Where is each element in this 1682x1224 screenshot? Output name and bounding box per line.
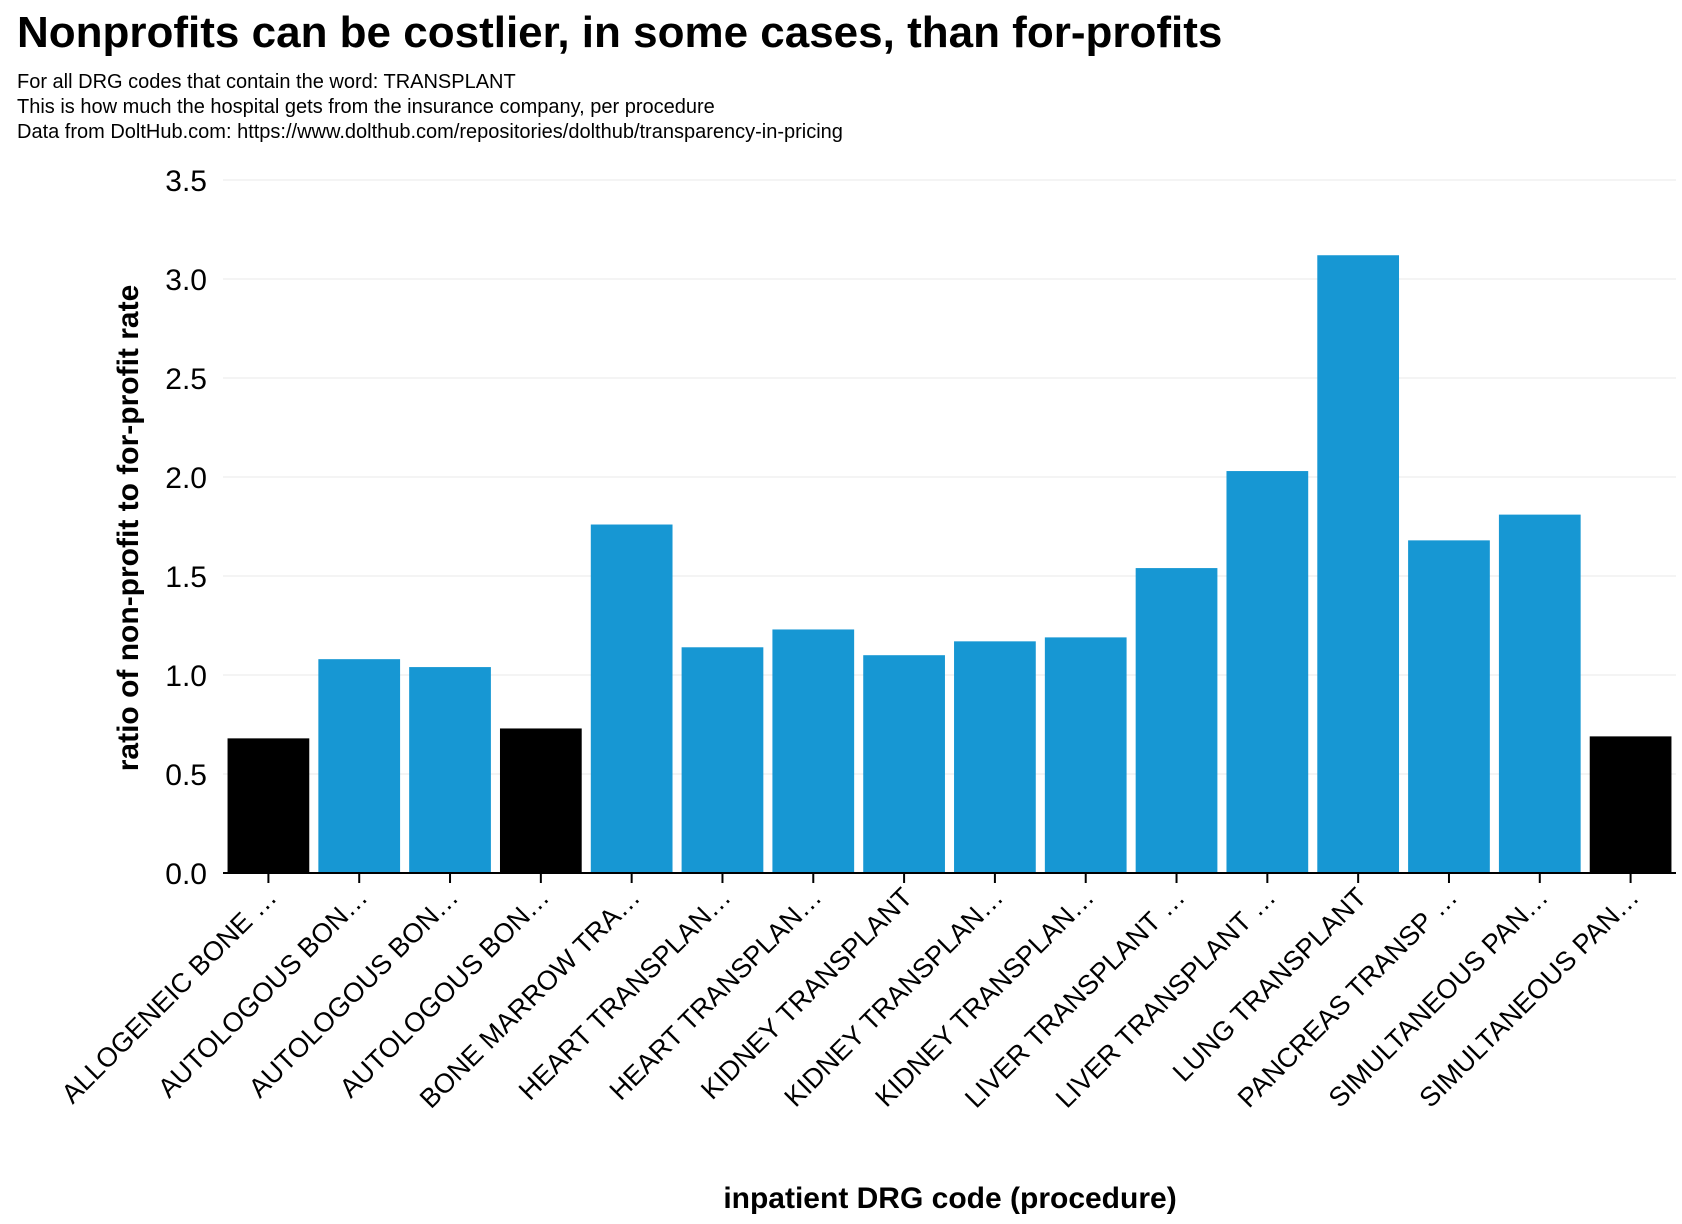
y-tick-label: 1.5	[165, 561, 207, 594]
bar	[1498, 514, 1581, 873]
bar	[590, 524, 673, 873]
y-tick-label: 3.5	[165, 165, 207, 198]
bar	[863, 655, 945, 873]
y-tick-label: 2.0	[165, 462, 207, 495]
y-tick-label: 2.5	[165, 363, 207, 396]
bar	[954, 641, 1036, 873]
y-tick-labels: 0.0 0.5 1.0 1.5 2.0 2.5 3.0 3.5	[165, 165, 207, 891]
bar	[318, 659, 401, 873]
bar	[1135, 568, 1218, 873]
y-axis-title: ratio of non-profit to for-profit rate	[112, 285, 145, 772]
bar	[1589, 736, 1672, 873]
bar	[681, 647, 764, 873]
chart-title: Nonprofits can be costlier, in some case…	[17, 8, 1223, 57]
bar	[1408, 540, 1490, 873]
bar	[1044, 637, 1127, 873]
x-axis-title: inpatient DRG code (procedure)	[723, 1182, 1176, 1215]
subtitle-line-filter: For all DRG codes that contain the word:…	[17, 71, 516, 93]
bar	[409, 667, 491, 873]
y-tick-label: 3.0	[165, 264, 207, 297]
bar	[1226, 471, 1309, 873]
bar	[772, 629, 855, 873]
y-tick-label: 0.5	[165, 759, 207, 792]
bar	[227, 738, 310, 873]
subtitle-line-source: Data from DoltHub.com: https://www.dolth…	[17, 121, 843, 143]
x-tick-labels: ALLOGENEIC BONE …AUTOLOGOUS BON…AUTOLOGO…	[56, 882, 1645, 1114]
y-tick-label: 1.0	[165, 660, 207, 693]
bar	[1317, 255, 1400, 874]
bar	[499, 728, 582, 873]
bars	[227, 255, 1672, 874]
axes	[223, 872, 1676, 883]
chart-subtitle: For all DRG codes that contain the word:…	[17, 70, 843, 145]
y-tick-label: 0.0	[165, 858, 207, 891]
subtitle-line-description: This is how much the hospital gets from …	[17, 96, 715, 118]
